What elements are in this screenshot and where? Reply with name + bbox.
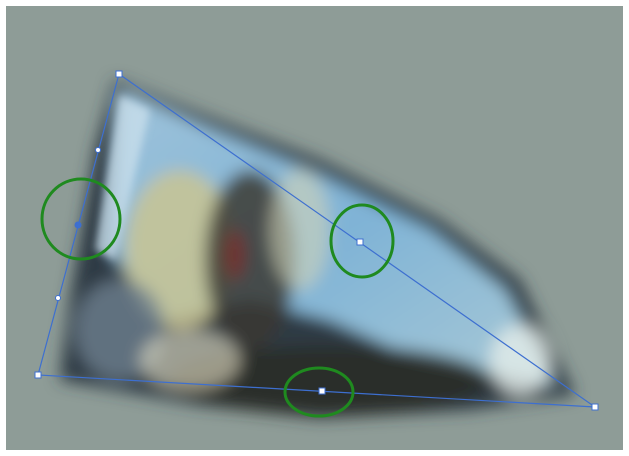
anchor-points	[34, 70, 599, 411]
highlight-circle	[283, 366, 355, 418]
photo-highlight	[95, 95, 150, 260]
photo-subject	[60, 80, 575, 418]
anchor-point[interactable]	[115, 70, 123, 78]
highlight-circle	[40, 177, 122, 261]
control-point[interactable]	[74, 221, 82, 229]
control-point[interactable]	[95, 147, 101, 153]
anchor-point[interactable]	[356, 238, 364, 246]
control-point[interactable]	[55, 295, 61, 301]
highlight-circles	[40, 177, 395, 418]
anchor-point[interactable]	[318, 387, 326, 395]
highlight-circle	[329, 203, 395, 279]
anchor-point[interactable]	[591, 403, 599, 411]
anchor-point[interactable]	[34, 371, 42, 379]
